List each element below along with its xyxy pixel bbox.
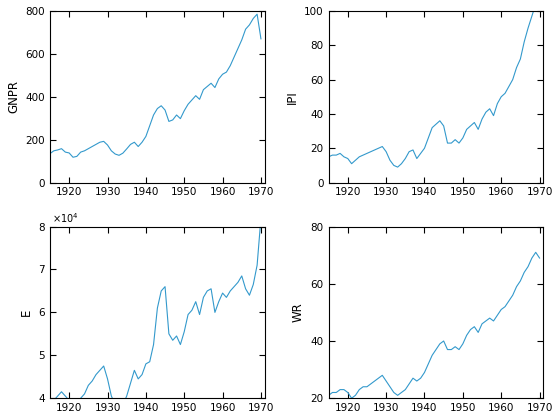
Y-axis label: E: E (20, 309, 33, 316)
Y-axis label: WR: WR (292, 302, 305, 322)
Text: $\times 10^4$: $\times 10^4$ (52, 211, 79, 225)
Y-axis label: IPI: IPI (286, 90, 298, 104)
Y-axis label: GNPR: GNPR (7, 80, 20, 113)
